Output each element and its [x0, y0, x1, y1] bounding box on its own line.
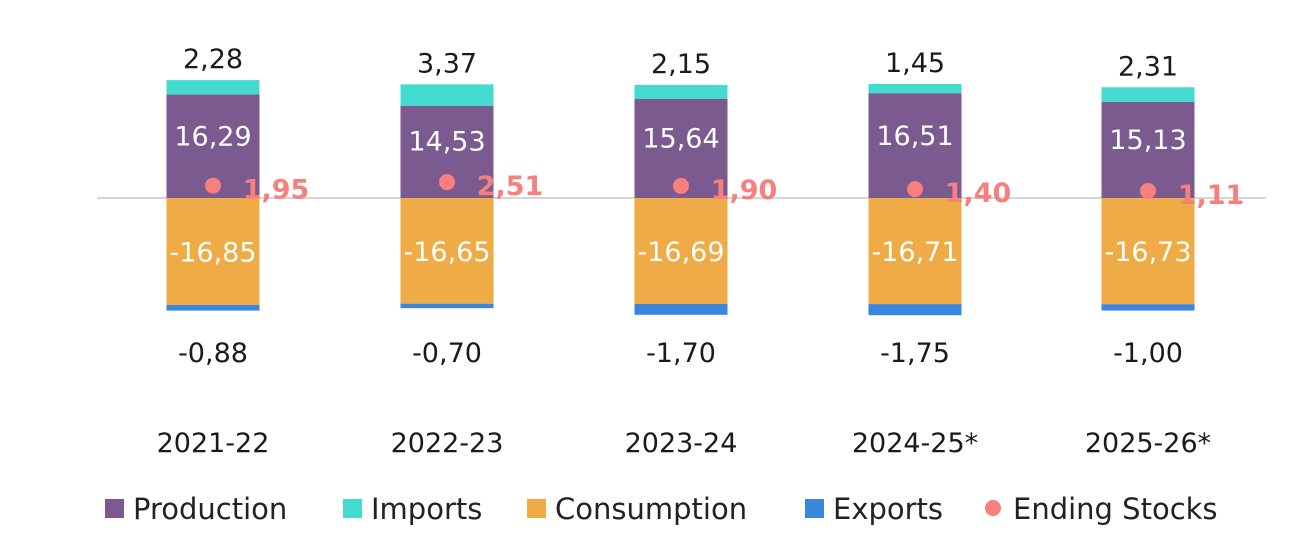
- label-exports-2024-25: -1,75: [880, 338, 950, 369]
- stock-label-2023-24: 1,90: [711, 175, 778, 206]
- bar-consumption-2025-26: [1101, 198, 1195, 305]
- label-consumption-2024-25: -16,71: [871, 237, 958, 268]
- legend: Production Imports Consumption Exports Endin…: [105, 492, 1218, 526]
- bar-exports-2025-26: [1101, 304, 1195, 311]
- bar-exports-2024-25: [868, 304, 962, 316]
- stock-label-2025-26: 1,11: [1178, 180, 1245, 211]
- legend-swatch-consumption: [527, 499, 546, 518]
- label-production-2023-24: 15,64: [642, 123, 719, 154]
- bar-consumption-2022-23: [400, 198, 494, 304]
- label-consumption-2025-26: -16,73: [1104, 237, 1191, 268]
- stock-label-2021-22: 1,95: [243, 175, 310, 206]
- stocks-layer: 1,95 2,51 1,90 1,40 1,11: [205, 171, 1244, 211]
- bar-imports-2022-23: [400, 84, 494, 106]
- label-production-2021-22: 16,29: [174, 121, 251, 152]
- label-exports-2021-22: -0,88: [178, 338, 248, 369]
- category-labels: 2021-22 2022-23 2023-24 2024-25* 2025-26*: [157, 428, 1212, 459]
- bar-exports-2022-23: [400, 303, 494, 309]
- label-imports-2024-25: 1,45: [885, 48, 945, 79]
- stock-label-2022-23: 2,51: [477, 171, 544, 202]
- label-consumption-2021-22: -16,85: [169, 237, 256, 268]
- legend-label-exports: Exports: [833, 492, 943, 526]
- bar-imports-2021-22: [166, 80, 260, 95]
- stock-point-2022-23: [439, 174, 455, 191]
- bar-consumption-2021-22: [166, 198, 260, 305]
- labels-layer: 16,29 2,28 -16,85 -0,88 14,53 3,37 -16,65 -0,70…: [169, 44, 1191, 369]
- category-label-2024-25: 2024-25*: [852, 428, 978, 459]
- label-production-2025-26: 15,13: [1109, 125, 1186, 156]
- category-label-2023-24: 2023-24: [625, 428, 738, 459]
- label-imports-2021-22: 2,28: [183, 44, 243, 75]
- bar-production-2024-25: [868, 93, 962, 198]
- label-imports-2023-24: 2,15: [651, 49, 711, 80]
- category-label-2025-26: 2025-26*: [1085, 428, 1211, 459]
- label-production-2022-23: 14,53: [408, 126, 485, 157]
- label-imports-2025-26: 2,31: [1118, 51, 1178, 82]
- label-production-2024-25: 16,51: [876, 121, 953, 152]
- stock-point-2023-24: [673, 177, 689, 194]
- bar-exports-2021-22: [166, 304, 260, 311]
- stock-point-2025-26: [1140, 182, 1156, 199]
- legend-swatch-imports: [343, 499, 362, 518]
- stock-label-2024-25: 1,40: [945, 178, 1012, 209]
- bar-imports-2025-26: [1101, 87, 1195, 102]
- stock-point-2021-22: [205, 177, 221, 194]
- label-exports-2025-26: -1,00: [1113, 338, 1183, 369]
- stock-point-2024-25: [907, 181, 923, 198]
- bar-production-2025-26: [1101, 101, 1195, 198]
- legend-label-imports: Imports: [371, 492, 482, 526]
- legend-swatch-exports: [805, 499, 824, 518]
- legend-swatch-production: [105, 499, 124, 518]
- legend-label-ending-stocks: Ending Stocks: [1013, 492, 1218, 526]
- bars-layer: [166, 80, 1195, 316]
- label-exports-2023-24: -1,70: [646, 338, 716, 369]
- legend-label-production: Production: [133, 492, 287, 526]
- label-exports-2022-23: -0,70: [412, 338, 482, 369]
- category-label-2022-23: 2022-23: [391, 428, 504, 459]
- bar-consumption-2023-24: [634, 198, 728, 304]
- bar-exports-2023-24: [634, 303, 728, 315]
- label-consumption-2023-24: -16,69: [637, 237, 724, 268]
- label-consumption-2022-23: -16,65: [403, 237, 490, 268]
- bar-imports-2023-24: [634, 85, 728, 99]
- bar-imports-2024-25: [868, 83, 962, 94]
- bar-consumption-2024-25: [868, 198, 962, 305]
- category-label-2021-22: 2021-22: [157, 428, 270, 459]
- label-imports-2022-23: 3,37: [417, 48, 477, 79]
- legend-label-consumption: Consumption: [555, 492, 747, 526]
- legend-swatch-ending-stocks: [985, 500, 1001, 516]
